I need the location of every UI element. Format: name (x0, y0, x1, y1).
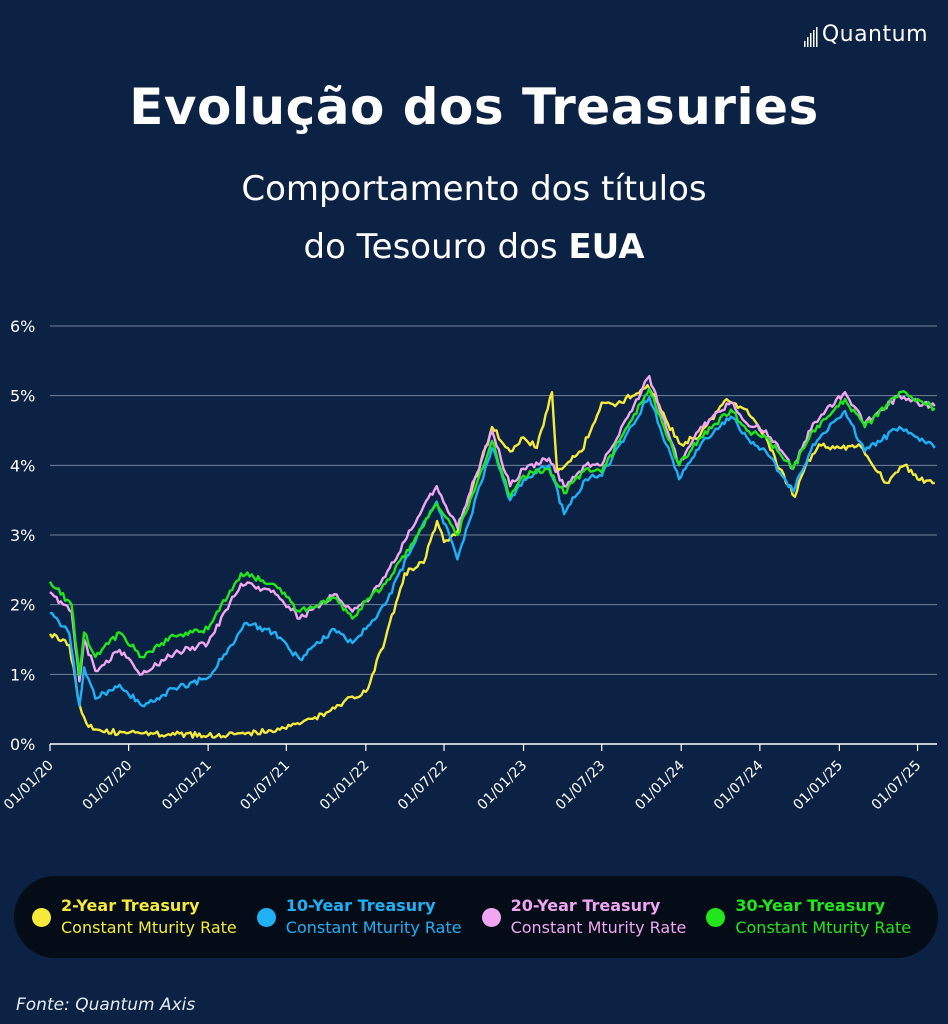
page-subtitle: Comportamento dos títulos do Tesouro dos… (0, 160, 948, 276)
series-line-20y (49, 375, 936, 683)
legend-dot-30y (706, 907, 726, 927)
x-tick-label: 01/01/23 (475, 758, 531, 814)
legend-dot-2y (32, 907, 51, 927)
source-note: Fonte: Quantum Axis (16, 995, 196, 1015)
x-tick-label: 01/01/21 (159, 758, 215, 814)
y-tick-label: 2% (10, 596, 35, 615)
subtitle-line-2-text: do Tesouro dos (303, 227, 569, 267)
x-tick-label: 01/07/25 (869, 758, 925, 814)
y-tick-label: 4% (10, 456, 35, 475)
x-tick-label: 01/07/20 (80, 758, 136, 814)
subtitle-line-2-bold: EUA (568, 227, 645, 267)
legend-name-20y: 20-Year Treasury (510, 896, 661, 915)
legend-item-20y: 20-Year Treasury Constant Mturity Rate (481, 895, 687, 939)
x-tick-label: 01/07/22 (395, 758, 451, 814)
x-tick-label: 01/01/20 (1, 758, 57, 814)
series-line-30y (48, 387, 936, 677)
y-tick-label: 1% (10, 665, 35, 684)
subtitle-line-2: do Tesouro dos EUA (0, 218, 948, 276)
legend-dot-20y (481, 907, 501, 927)
x-tick-label: 01/07/21 (237, 758, 293, 814)
page-title: Evolução dos Treasuries (129, 78, 819, 136)
y-tick-label: 0% (10, 735, 35, 754)
legend-item-10y: 10-Year Treasury Constant Mturity Rate (256, 895, 462, 939)
series-line-10y (49, 395, 936, 708)
y-tick-label: 5% (10, 387, 35, 406)
x-tick-label: 01/01/25 (790, 758, 846, 814)
legend-item-2y: 2-Year Treasury Constant Mturity Rate (32, 895, 237, 939)
x-tick-label: 01/07/23 (553, 758, 609, 814)
legend-sub-30y: Constant Mturity Rate (735, 918, 912, 937)
y-tick-label: 3% (10, 526, 35, 545)
brand-name: Quantum (821, 22, 928, 47)
legend-sub-2y: Constant Mturity Rate (61, 918, 237, 937)
chart-legend: 2-Year Treasury Constant Mturity Rate 10… (14, 876, 938, 958)
x-tick-label: 01/01/22 (317, 758, 373, 814)
legend-name-2y: 2-Year Treasury (61, 896, 200, 915)
legend-sub-20y: Constant Mturity Rate (510, 918, 687, 937)
line-chart: 0% 1% 2% 3% 4% 5% 6% 01/01/20 01/07/20 01/01/21 01… (1, 317, 937, 814)
legend-dot-10y (256, 907, 276, 927)
legend-item-30y: 30-Year Treasury Constant Mturity Rate (706, 895, 911, 939)
x-tick-label: 01/01/24 (632, 757, 688, 813)
x-tick-label: 01/07/24 (711, 757, 767, 813)
legend-name-10y: 10-Year Treasury (285, 896, 436, 915)
subtitle-line-1: Comportamento dos títulos (241, 169, 707, 209)
bar-logo-icon (803, 27, 818, 47)
legend-name-30y: 30-Year Treasury (735, 896, 886, 915)
brand-logo: Quantum (803, 22, 928, 47)
legend-sub-10y: Constant Mturity Rate (285, 918, 462, 937)
y-tick-label: 6% (10, 317, 35, 336)
